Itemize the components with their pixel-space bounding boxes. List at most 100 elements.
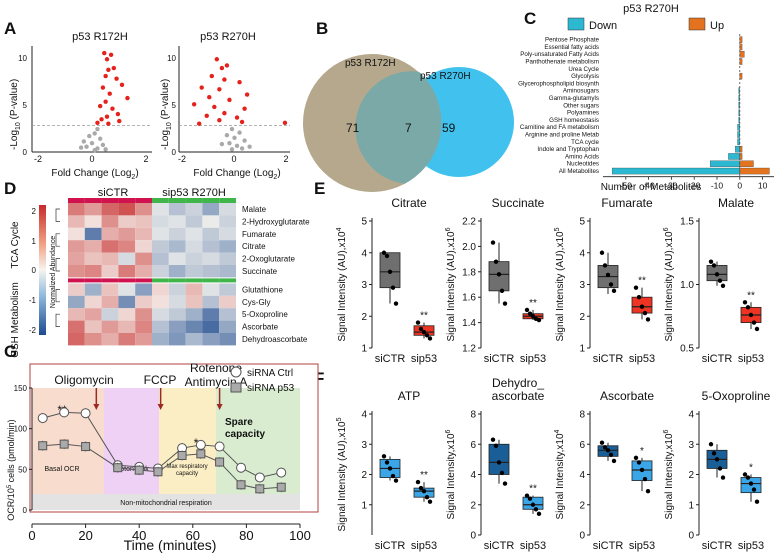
- heatmap-cell: [118, 203, 136, 216]
- heatmap-row-label: Cys-Gly: [242, 298, 270, 307]
- bar-x-tick-label: -50: [620, 181, 633, 191]
- bar-x-tick-label: -30: [665, 181, 678, 191]
- box-point: [418, 326, 424, 332]
- volcano-point: [247, 144, 252, 149]
- heatmap-cell: [68, 203, 85, 216]
- colorbar-tick: 0: [32, 266, 37, 275]
- box-group-label: siCTR: [375, 353, 406, 365]
- bar-category-label: Other sugars: [563, 102, 599, 109]
- volcano-point: [95, 126, 100, 132]
- heatmap-cell: [202, 333, 220, 346]
- heatmap-cell: [202, 265, 220, 278]
- heatmap-cell: [168, 265, 186, 278]
- bar-up: [739, 167, 770, 175]
- heatmap-cell: [118, 295, 136, 309]
- bar-category-label: Glycolysis: [571, 73, 599, 80]
- box-group-label: siCTR: [484, 353, 515, 365]
- heatmap-cell: [84, 308, 102, 321]
- heatmap-section-tca: TCA Cycle: [10, 221, 21, 269]
- heatmap-section-gsh: GSH Metabolism: [10, 282, 21, 358]
- heatmap-cell: [185, 203, 203, 216]
- volcano-point: [87, 133, 92, 139]
- ocr-x-tick-label: 0: [28, 528, 35, 543]
- box-y-tick-label: 4: [361, 248, 367, 259]
- box-point: [611, 288, 617, 294]
- box-point: [387, 466, 393, 471]
- box-y-tick-label: 4: [470, 470, 476, 481]
- bar-category-label: Carnitine and FA metabolism: [520, 124, 599, 131]
- volcano-point-significant: [104, 114, 110, 119]
- box-point: [633, 285, 639, 290]
- ocr-point-p53: [177, 451, 187, 461]
- volcano-2-ylabel: -Log10 (P-value): [160, 79, 173, 150]
- heatmap-cell: [118, 283, 136, 296]
- heatmap-cell: [168, 203, 186, 216]
- heatmap-cell: [68, 333, 85, 346]
- box-y-label: Signal Intensity (AU),x105: [336, 417, 348, 531]
- heatmap-column-annotation: [168, 278, 186, 283]
- heatmap-cell: [168, 215, 186, 228]
- ocr-series: 0 50 100 150 0 20 40 60 80 100: [14, 384, 311, 543]
- box-y-tick-label: 8: [470, 410, 476, 421]
- volcano-point-significant: [95, 120, 100, 126]
- heatmap-row-label: Ascorbate: [242, 323, 279, 332]
- box-point: [636, 295, 642, 300]
- heatmap-cell: [168, 227, 186, 241]
- heatmap-column-annotation: [219, 278, 236, 283]
- volcano-point: [239, 146, 245, 151]
- box-group-label: siCTR: [593, 353, 624, 365]
- volcano-point-significant: [111, 65, 117, 71]
- box-y-tick-label: 2: [688, 470, 694, 481]
- box-y-tick-label: 6: [579, 440, 585, 451]
- heatmap-cell: [118, 265, 136, 278]
- panel-label-a: A: [4, 19, 16, 38]
- box-plot-title: Ascorbate: [600, 389, 654, 403]
- volcano-point-significant: [108, 52, 114, 58]
- heatmap-cell: [84, 320, 102, 333]
- heatmap-cell: [185, 283, 203, 296]
- bar-up: [739, 153, 743, 160]
- region-label-spare-1: Spare: [225, 417, 253, 428]
- box-group-label: sip53: [411, 353, 437, 365]
- box-y-tick-label: 2: [579, 500, 585, 511]
- heatmap-cell: [68, 320, 85, 333]
- heatmap-column-annotation: [101, 198, 119, 203]
- heatmap-cell: [168, 295, 186, 309]
- box-y-tick-label: 3: [688, 440, 694, 451]
- heatmap-cell: [219, 227, 236, 241]
- box-point: [533, 507, 539, 512]
- box-point: [645, 488, 651, 494]
- heatmap-cell: [101, 215, 119, 228]
- heatmap-cell: [101, 252, 119, 265]
- colorbar-tick: 1: [32, 237, 37, 246]
- box-point: [711, 263, 717, 268]
- volcano-point-significant: [217, 87, 222, 92]
- ocr-point-ctrl: [236, 462, 247, 473]
- bar-category-label: TCA cycle: [571, 139, 599, 146]
- bar-category-label: All Metabolites: [559, 168, 599, 175]
- volcano-point: [234, 143, 240, 149]
- ocr-point-ctrl: [195, 439, 206, 450]
- heatmap-cell: [135, 265, 152, 278]
- volcano-point-significant: [115, 111, 121, 117]
- box-y-tick-label: 1: [688, 500, 694, 511]
- volcano-point-significant: [114, 76, 119, 81]
- volcano-point-significant: [119, 82, 125, 88]
- box-point: [490, 437, 496, 442]
- heatmap-row-label: 2-Oxoglutarate: [242, 255, 295, 264]
- box-y-tick-label: 0: [688, 531, 694, 542]
- region-max-respiration: [159, 388, 216, 494]
- heatmap-cell: [118, 252, 136, 265]
- box-plot-title: Succinate: [492, 196, 545, 210]
- heatmap-cell: [168, 320, 186, 333]
- heatmap-cell: [101, 333, 119, 346]
- heatmap-cell: [68, 227, 85, 241]
- ocr-point-p53: [38, 441, 48, 451]
- volcano-point-significant: [117, 118, 122, 124]
- box-y-tick-label: 2.0: [462, 242, 476, 253]
- volcano-point: [89, 140, 95, 146]
- dendrogram-branch: [55, 208, 60, 222]
- volcano-point: [219, 141, 225, 147]
- heatmap-column-annotation: [152, 278, 169, 283]
- box-point: [751, 487, 757, 492]
